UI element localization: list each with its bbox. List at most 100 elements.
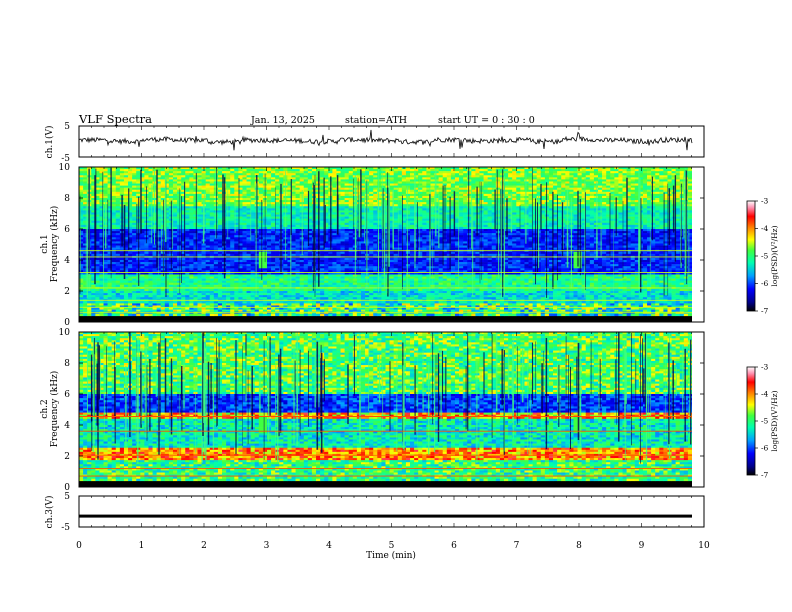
spectrogram-cell bbox=[304, 241, 308, 243]
spectrogram-cell bbox=[336, 235, 340, 237]
spectrogram-cell bbox=[341, 231, 345, 233]
spectrogram-cell bbox=[99, 192, 103, 194]
spectrogram-cell bbox=[83, 308, 87, 310]
spectrogram-cell bbox=[206, 231, 210, 233]
spectrogram-cell bbox=[206, 212, 210, 214]
spectrogram-cell bbox=[189, 212, 193, 214]
spectrogram-cell bbox=[271, 181, 275, 183]
spectrogram-cell bbox=[116, 295, 120, 297]
spectrogram-cell bbox=[112, 260, 116, 262]
spectrogram-cell bbox=[296, 258, 300, 260]
spectrogram-cell bbox=[336, 260, 340, 262]
spectrogram-cell bbox=[148, 279, 152, 281]
spectrogram-cell bbox=[259, 254, 263, 256]
spectrogram-cell bbox=[296, 281, 300, 283]
spectrogram-cell bbox=[304, 219, 308, 221]
spectrogram-cell bbox=[275, 208, 279, 210]
spectrogram-cell bbox=[214, 310, 218, 312]
spectrogram-cell bbox=[304, 243, 308, 245]
spectrogram-cell bbox=[332, 237, 336, 239]
spectrogram-cell bbox=[324, 246, 328, 248]
spectrogram-cell bbox=[332, 192, 336, 194]
spectrogram-cell bbox=[218, 279, 222, 281]
spectrogram-cell bbox=[161, 314, 165, 316]
spectrogram-cell bbox=[112, 239, 116, 241]
spectrogram-cell bbox=[132, 260, 136, 262]
spectrogram-cell bbox=[104, 198, 108, 200]
spectrogram-cell bbox=[349, 283, 353, 285]
spectrogram-cell bbox=[132, 221, 136, 223]
spectrogram-cell bbox=[259, 171, 263, 173]
spectrogram-cell bbox=[259, 297, 263, 299]
spectrogram-cell bbox=[230, 248, 234, 250]
spectrogram-cell bbox=[242, 208, 246, 210]
spectrogram-cell bbox=[218, 198, 222, 200]
spectrogram-cell bbox=[128, 179, 132, 181]
spectrogram-cell bbox=[128, 303, 132, 305]
spectrogram-cell bbox=[308, 177, 312, 179]
spectrogram-cell bbox=[148, 210, 152, 212]
spectrogram-cell bbox=[226, 308, 230, 310]
spectrogram-cell bbox=[304, 258, 308, 260]
spectrogram-cell bbox=[332, 175, 336, 177]
spectrogram-cell bbox=[173, 274, 177, 276]
spectrogram-cell bbox=[234, 194, 238, 196]
spectrogram-cell bbox=[218, 221, 222, 223]
spectrogram-cell bbox=[341, 262, 345, 264]
spectrogram-cell bbox=[234, 241, 238, 243]
spectrogram-cell bbox=[99, 303, 103, 305]
spectrogram-cell bbox=[308, 274, 312, 276]
spectrogram-cell bbox=[275, 188, 279, 190]
spectrogram-cell bbox=[140, 281, 144, 283]
spectrogram-cell bbox=[230, 184, 234, 186]
spectrogram-cell bbox=[234, 192, 238, 194]
spectrogram-cell bbox=[193, 291, 197, 293]
spectrogram-cell bbox=[218, 239, 222, 241]
spectrogram-cell bbox=[234, 301, 238, 303]
spectrogram-cell bbox=[300, 289, 304, 291]
spectrogram-cell bbox=[332, 233, 336, 235]
spectrogram-cell bbox=[296, 291, 300, 293]
spectrogram-cell bbox=[112, 200, 116, 202]
spectrogram-cell bbox=[189, 215, 193, 217]
ch1-ytick-top: 5 bbox=[64, 122, 70, 132]
spectrogram-cell bbox=[144, 184, 148, 186]
spectrogram-cell bbox=[189, 297, 193, 299]
spectrogram-cell bbox=[99, 177, 103, 179]
spectrogram-cell bbox=[95, 293, 99, 295]
spectrogram-cell bbox=[177, 303, 181, 305]
spectrogram-cell bbox=[336, 264, 340, 266]
spectrogram-cell bbox=[292, 177, 296, 179]
spectrogram-cell bbox=[148, 281, 152, 283]
spectrogram-cell bbox=[104, 186, 108, 188]
spectrogram-cell bbox=[169, 179, 173, 181]
spectrogram-cell bbox=[185, 283, 189, 285]
spectrogram-cell bbox=[275, 190, 279, 192]
spectrogram-cell bbox=[202, 190, 206, 192]
spectrogram-cell bbox=[238, 285, 242, 287]
spectrogram-cell bbox=[238, 279, 242, 281]
spectrogram-cell bbox=[112, 184, 116, 186]
spectrogram-cell bbox=[95, 277, 99, 279]
spectrogram-cell bbox=[345, 314, 349, 316]
spectrogram-cell bbox=[296, 303, 300, 305]
spectrogram-cell bbox=[332, 279, 336, 281]
spectrogram-cell bbox=[198, 177, 202, 179]
spectrogram-cell bbox=[292, 274, 296, 276]
spectrogram-cell bbox=[112, 229, 116, 231]
spectrogram-cell bbox=[304, 194, 308, 196]
spectrogram-cell bbox=[259, 223, 263, 225]
spectrogram-cell bbox=[222, 314, 226, 316]
spectrogram-cell bbox=[349, 277, 353, 279]
spectrogram-cell bbox=[165, 260, 169, 262]
spectrogram-cell bbox=[132, 194, 136, 196]
spectrogram-cell bbox=[173, 229, 177, 231]
spectrogram-cell bbox=[300, 169, 304, 171]
spectrogram-cell bbox=[161, 194, 165, 196]
spectrogram-cell bbox=[275, 314, 279, 316]
spectrogram-cell bbox=[198, 219, 202, 221]
spectrogram-cell bbox=[341, 266, 345, 268]
spectrogram-cell bbox=[189, 227, 193, 229]
spectrogram-cell bbox=[198, 285, 202, 287]
spectrogram-cell bbox=[341, 283, 345, 285]
